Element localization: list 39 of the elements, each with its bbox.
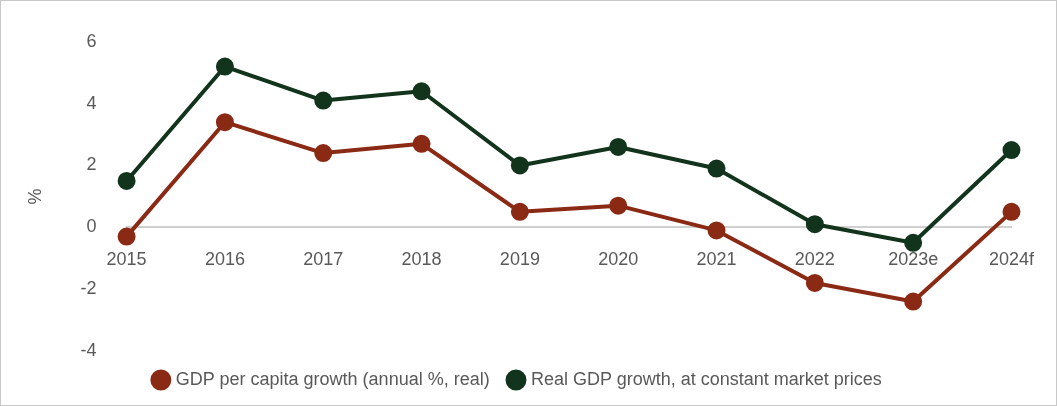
point: [707, 221, 726, 240]
legend-label: Real GDP growth, at constant market prices: [531, 368, 882, 389]
y-tick-label: -4: [80, 339, 97, 360]
point: [805, 215, 824, 234]
y-tick-label: -2: [80, 278, 97, 299]
x-tick-label: 2023e: [888, 249, 939, 270]
x-tick-label: 2015: [106, 249, 147, 270]
point: [904, 292, 923, 311]
x-tick-label: 2024f: [988, 249, 1035, 270]
point: [510, 156, 529, 175]
point: [1002, 202, 1021, 221]
x-tick-label: 2022: [794, 249, 835, 270]
point: [314, 144, 333, 163]
x-tick-label: 2020: [598, 249, 639, 270]
point: [609, 137, 628, 156]
point: [1002, 141, 1021, 160]
y-tick-label: 6: [86, 30, 97, 51]
point: [609, 196, 628, 215]
x-tick-label: 2017: [303, 249, 344, 270]
point: [412, 134, 431, 153]
point: [117, 227, 136, 246]
point: [805, 273, 824, 292]
x-tick-label: 2019: [499, 249, 540, 270]
x-tick-label: 2021: [696, 249, 737, 270]
point: [117, 171, 136, 190]
x-tick-label: 2016: [204, 249, 245, 270]
point: [215, 113, 234, 132]
y-axis-title: %: [24, 188, 45, 205]
point: [215, 57, 234, 76]
point: [412, 82, 431, 101]
y-tick-label: 0: [86, 216, 97, 237]
y-tick-label: 4: [86, 92, 97, 113]
point: [904, 233, 923, 252]
point: [314, 91, 333, 110]
point: [510, 202, 529, 221]
legend-label: GDP per capita growth (annual %, real): [175, 368, 490, 389]
point: [707, 159, 726, 178]
x-tick-label: 2018: [401, 249, 442, 270]
y-tick-label: 2: [86, 154, 97, 175]
